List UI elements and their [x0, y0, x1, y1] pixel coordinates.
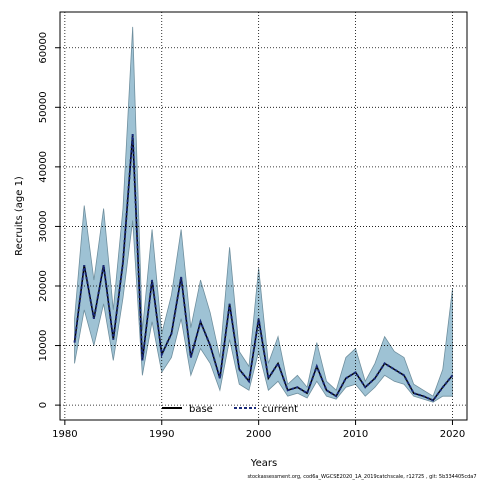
- legend-label-current: current: [262, 404, 298, 415]
- legend: base current: [162, 404, 298, 415]
- y-tick-label: 50000: [38, 91, 49, 123]
- y-axis: 0 10000 20000 30000 40000 50000 60000: [38, 32, 60, 408]
- x-tick-label: 1990: [149, 429, 174, 440]
- x-axis-label: Years: [250, 458, 277, 469]
- y-tick-label: 40000: [38, 151, 49, 183]
- y-axis-label: Recruits (age 1): [14, 176, 25, 256]
- y-tick-label: 20000: [38, 270, 49, 302]
- x-tick-label: 2020: [440, 429, 465, 440]
- y-tick-label: 10000: [38, 330, 49, 362]
- series-lines-layer: [73, 134, 454, 402]
- y-tick-label: 60000: [38, 32, 49, 64]
- legend-label-base: base: [189, 404, 213, 415]
- y-tick-label: 0: [38, 402, 49, 408]
- x-axis: 1980 1990 2000 2010 2020: [52, 420, 465, 440]
- x-tick-label: 1980: [52, 429, 77, 440]
- x-tick-label: 2010: [343, 429, 368, 440]
- footer-source: stockassessment.org, cod6a_WGCSE2020_1A_…: [247, 474, 476, 480]
- x-tick-label: 2000: [246, 429, 271, 440]
- series-line-current: [73, 134, 454, 402]
- y-tick-label: 30000: [38, 211, 49, 243]
- grid-layer: [60, 12, 467, 420]
- plot-frame: [59, 11, 468, 421]
